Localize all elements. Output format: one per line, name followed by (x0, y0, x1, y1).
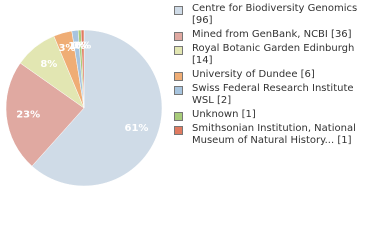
legend-label: Smithsonian Institution, National Museum… (192, 123, 356, 146)
legend-swatch (174, 32, 183, 41)
legend-swatch (174, 46, 183, 55)
legend-item: Unknown [1] (172, 109, 377, 121)
slice-label: 3% (58, 43, 75, 54)
pie-slice (5, 62, 85, 167)
legend-label: University of Dundee [6] (192, 69, 315, 80)
slice-label: 23% (16, 109, 40, 120)
legend-label: Royal Botanic Garden Edinburgh [14] (192, 43, 355, 66)
legend-swatch (174, 112, 183, 121)
slice-label: 0% (74, 41, 91, 52)
legend-swatch (174, 86, 183, 95)
legend-item: Mined from GenBank, NCBI [36] (172, 29, 377, 41)
slice-label: 1% (68, 41, 85, 52)
legend-item: Smithsonian Institution, National Museum… (172, 123, 377, 147)
legend-item: University of Dundee [6] (172, 69, 377, 81)
pie-slice (80, 29, 85, 109)
legend-label: Unknown [1] (192, 109, 256, 120)
legend-item: Royal Botanic Garden Edinburgh [14] (172, 43, 377, 67)
legend-swatch (174, 72, 183, 81)
slice-label: 8% (40, 59, 57, 70)
legend-label: Mined from GenBank, NCBI [36] (192, 29, 352, 40)
legend-label: Swiss Federal Research Institute WSL [2] (192, 83, 354, 106)
legend-swatch (174, 6, 183, 15)
slice-label: 61% (124, 123, 148, 134)
pie: 61%23%8%3%1%0%0% (5, 29, 163, 187)
legend-item: Swiss Federal Research Institute WSL [2] (172, 83, 377, 107)
pie-slice (31, 29, 163, 187)
legend: Centre for Biodiversity Genomics [96] Min… (172, 3, 377, 149)
legend-label: Centre for Biodiversity Genomics [96] (192, 3, 358, 26)
slice-label: 0% (72, 41, 89, 52)
legend-swatch (174, 126, 183, 135)
legend-item: Centre for Biodiversity Genomics [96] (172, 3, 377, 27)
